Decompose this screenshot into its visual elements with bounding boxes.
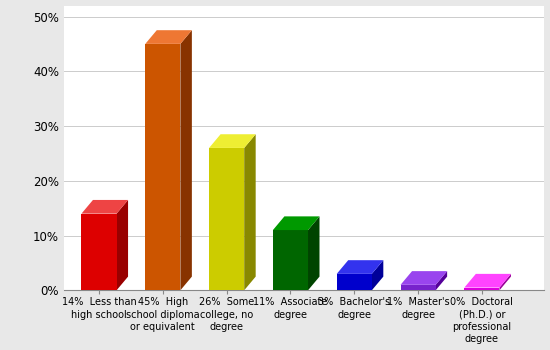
Bar — [145, 44, 180, 290]
Polygon shape — [273, 216, 320, 230]
Polygon shape — [436, 271, 447, 290]
Polygon shape — [400, 271, 447, 285]
Bar — [400, 285, 436, 290]
Polygon shape — [499, 274, 511, 290]
Polygon shape — [464, 274, 511, 288]
Bar — [81, 214, 117, 290]
Bar — [464, 288, 499, 290]
Bar — [273, 230, 308, 290]
Polygon shape — [145, 30, 192, 44]
Polygon shape — [244, 134, 256, 290]
Polygon shape — [372, 260, 383, 290]
Polygon shape — [308, 216, 320, 290]
Polygon shape — [209, 134, 256, 148]
Polygon shape — [81, 200, 128, 214]
Polygon shape — [117, 200, 128, 290]
Bar — [209, 148, 244, 290]
Bar — [337, 274, 372, 290]
Polygon shape — [337, 260, 383, 274]
Polygon shape — [180, 30, 192, 290]
